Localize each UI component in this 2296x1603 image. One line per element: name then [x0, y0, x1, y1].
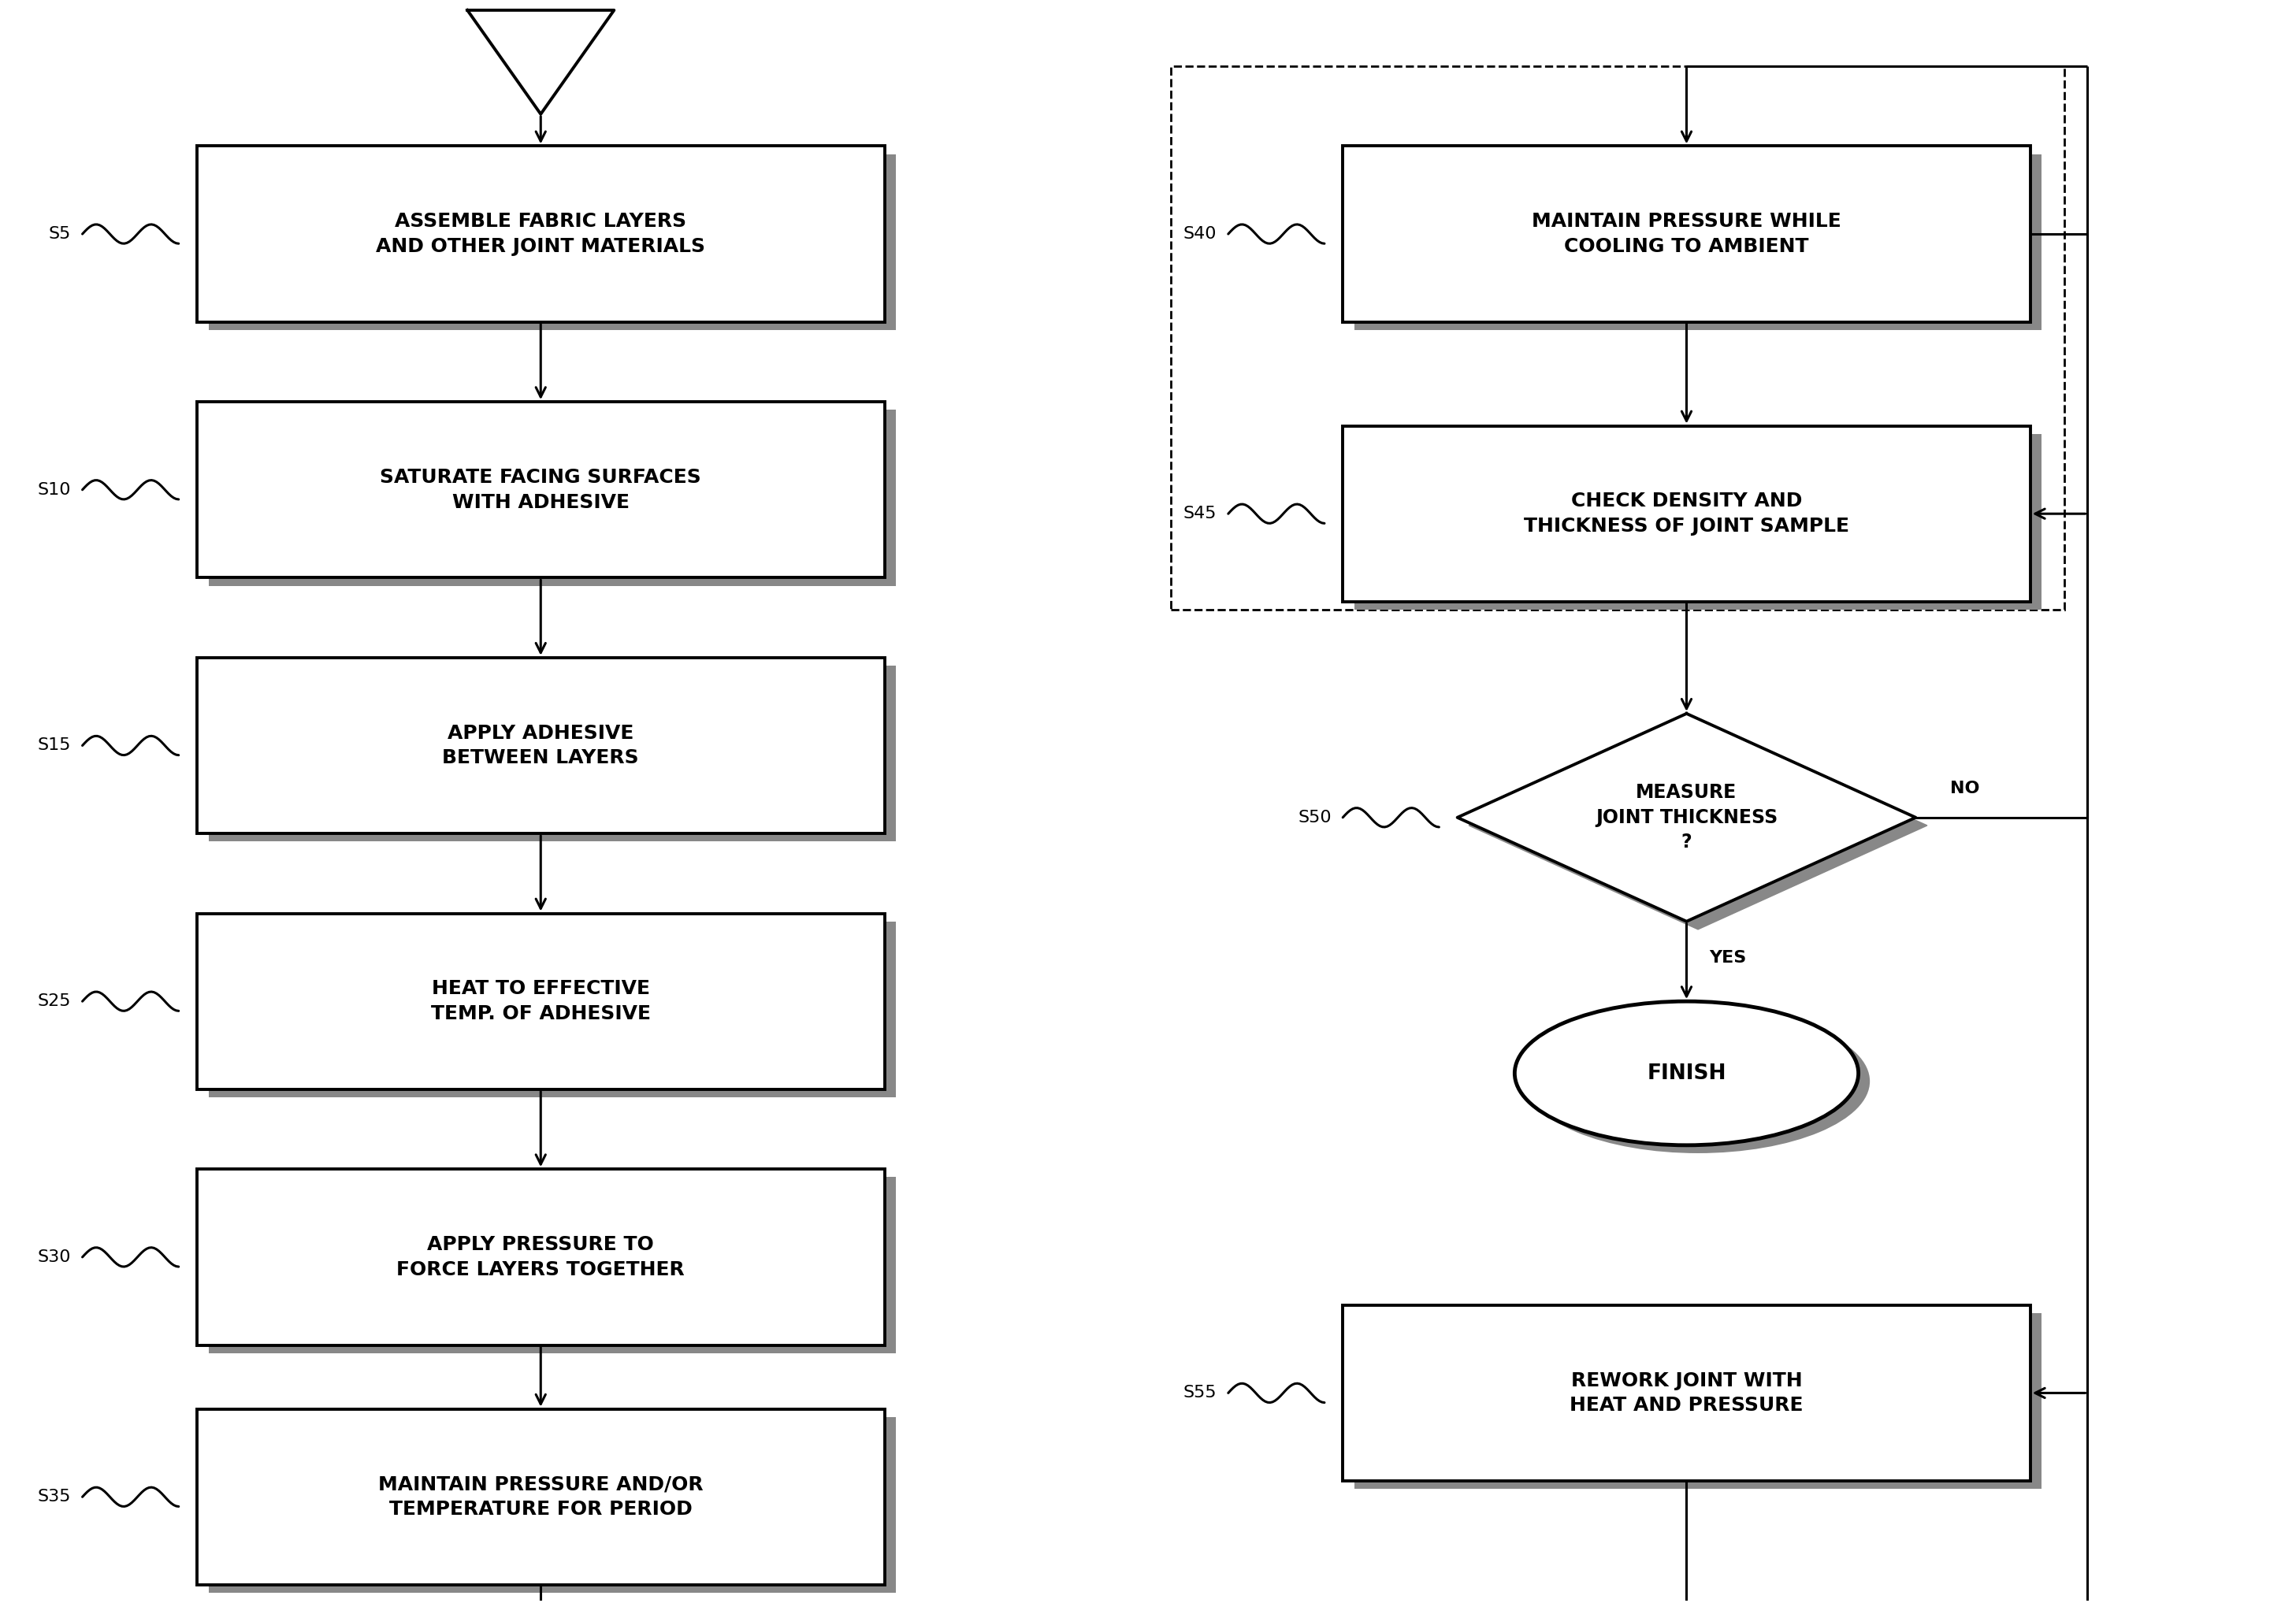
- Text: S40: S40: [1182, 226, 1217, 242]
- Bar: [197, 1169, 884, 1345]
- Bar: [1343, 426, 2030, 601]
- Bar: [1343, 146, 2030, 322]
- Bar: [209, 154, 895, 330]
- Text: NO: NO: [1949, 781, 1979, 797]
- Text: S50: S50: [1297, 810, 1332, 826]
- Bar: [209, 922, 895, 1096]
- Text: S5: S5: [48, 226, 71, 242]
- Text: MEASURE
JOINT THICKNESS
?: MEASURE JOINT THICKNESS ?: [1596, 784, 1777, 851]
- Text: S10: S10: [37, 483, 71, 497]
- Text: SATURATE FACING SURFACES
WITH ADHESIVE: SATURATE FACING SURFACES WITH ADHESIVE: [381, 468, 700, 511]
- Text: ASSEMBLE FABRIC LAYERS
AND OTHER JOINT MATERIALS: ASSEMBLE FABRIC LAYERS AND OTHER JOINT M…: [377, 212, 705, 256]
- Text: S55: S55: [1182, 1385, 1217, 1401]
- Polygon shape: [1469, 721, 1926, 930]
- Bar: [1355, 1313, 2041, 1489]
- Text: S30: S30: [37, 1249, 71, 1265]
- Bar: [209, 665, 895, 842]
- Bar: [209, 1417, 895, 1593]
- Bar: [1343, 1305, 2030, 1481]
- Text: S35: S35: [37, 1489, 71, 1505]
- Text: MAINTAIN PRESSURE WHILE
COOLING TO AMBIENT: MAINTAIN PRESSURE WHILE COOLING TO AMBIE…: [1531, 212, 1841, 256]
- Bar: [209, 410, 895, 585]
- Text: S15: S15: [37, 737, 71, 753]
- Bar: [209, 1177, 895, 1353]
- Text: FINISH: FINISH: [1646, 1063, 1727, 1084]
- Bar: [197, 146, 884, 322]
- Bar: [197, 657, 884, 834]
- Text: MAINTAIN PRESSURE AND/OR
TEMPERATURE FOR PERIOD: MAINTAIN PRESSURE AND/OR TEMPERATURE FOR…: [379, 1475, 703, 1518]
- Ellipse shape: [1527, 1010, 1869, 1153]
- Text: REWORK JOINT WITH
HEAT AND PRESSURE: REWORK JOINT WITH HEAT AND PRESSURE: [1570, 1371, 1802, 1415]
- Text: YES: YES: [1708, 951, 1747, 967]
- Bar: [1355, 434, 2041, 609]
- Text: CHECK DENSITY AND
THICKNESS OF JOINT SAMPLE: CHECK DENSITY AND THICKNESS OF JOINT SAM…: [1525, 492, 1848, 535]
- Text: S45: S45: [1182, 507, 1217, 521]
- Text: S25: S25: [37, 994, 71, 1010]
- Bar: [197, 402, 884, 577]
- Bar: [1171, 66, 2064, 609]
- Text: APPLY ADHESIVE
BETWEEN LAYERS: APPLY ADHESIVE BETWEEN LAYERS: [443, 723, 638, 768]
- Ellipse shape: [1515, 1002, 1857, 1145]
- Bar: [197, 1409, 884, 1585]
- Text: HEAT TO EFFECTIVE
TEMP. OF ADHESIVE: HEAT TO EFFECTIVE TEMP. OF ADHESIVE: [432, 979, 650, 1023]
- Bar: [197, 914, 884, 1090]
- Bar: [1355, 154, 2041, 330]
- Text: APPLY PRESSURE TO
FORCE LAYERS TOGETHER: APPLY PRESSURE TO FORCE LAYERS TOGETHER: [397, 1236, 684, 1279]
- Polygon shape: [468, 10, 613, 114]
- Polygon shape: [1458, 713, 1915, 922]
